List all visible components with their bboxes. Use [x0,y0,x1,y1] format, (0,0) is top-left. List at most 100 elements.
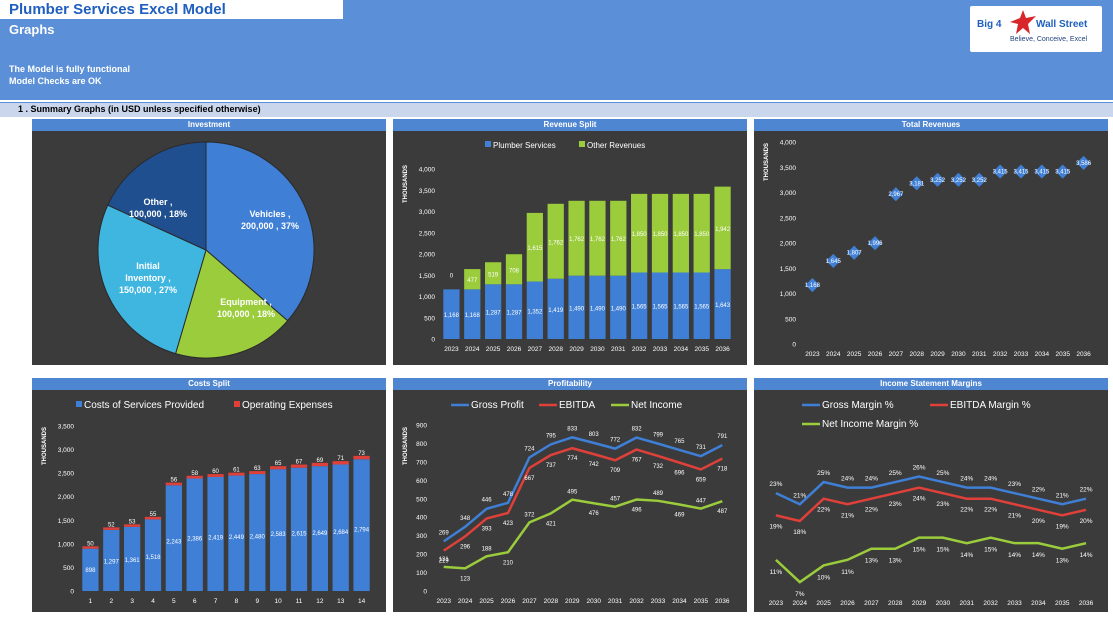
bar-operating-expenses [311,462,328,467]
x-tick-label: 2033 [651,598,666,605]
x-tick-label: 2031 [611,346,626,353]
bar-other-revenues [672,193,689,273]
bar-data-label: 1,762 [569,237,585,243]
x-tick-label: 2028 [909,351,924,358]
bar-plumber-services [526,281,543,339]
x-tick-label: 2036 [715,598,730,605]
x-tick-label: 2 [109,598,113,605]
y-tick-label: 400 [416,515,427,522]
company-logo: Big 4 Wall Street Believe, Conceive, Exc… [970,6,1102,52]
x-tick-label: 2033 [1014,351,1029,358]
pie-slice-label: Inventory , [125,273,171,283]
y-tick-label: 1,500 [780,266,797,273]
line-data-label: 737 [546,463,557,469]
section-title: 1 . Summary Graphs (in USD unless specif… [18,104,261,114]
y-tick-label: 4,000 [780,140,797,147]
line-data-label: 23% [769,481,782,488]
scatter-point [826,253,841,268]
x-tick-label: 1 [89,598,93,605]
bar-plumber-services [672,272,689,339]
bar-plumber-services [443,289,460,339]
chart-title: Costs Split [32,378,386,390]
series-line [443,498,723,570]
point-data-label: 1,996 [867,241,883,247]
line-data-label: 11% [841,569,854,576]
y-tick-label: 800 [416,441,427,448]
profitability-chart-panel: Profitability Gross Profit EBITDA Net Inco… [393,378,747,612]
y-tick-label: 0 [423,589,427,596]
x-tick-label: 2035 [694,598,709,605]
point-data-label: 3,415 [993,170,1009,176]
x-tick-label: 2028 [548,346,563,353]
bar-data-label: 2,243 [166,539,182,545]
x-tick-label: 2035 [1055,351,1070,358]
bar-data-label: 2,794 [354,528,370,534]
bar-data-label: 1,762 [590,237,606,243]
line-data-label: 799 [653,433,664,439]
point-data-label: 3,415 [1034,170,1050,176]
y-tick-label: 1,000 [419,294,436,301]
x-tick-label: 2031 [608,598,623,605]
bar-data-label: 898 [85,568,96,574]
x-tick-label: 2028 [544,598,559,605]
series-line [443,436,723,543]
line-data-label: 765 [674,439,685,445]
bar-data-label: 2,386 [187,536,203,542]
x-tick-label: 2024 [793,600,808,607]
line-data-label: 15% [913,547,926,554]
bar-operating-expenses [207,474,224,477]
model-checks-text: Model Checks are OK [9,76,102,86]
bar-operating-expenses [270,466,287,470]
investment-pie-chart: Vehicles , 200,000 , 37% Equipment , 100,00… [97,141,315,359]
x-tick-label: 2030 [951,351,966,358]
line-data-label: 14% [1080,552,1093,559]
y-tick-label: 0 [431,337,435,344]
x-tick-label: 2033 [1007,600,1022,607]
line-data-label: 14% [1032,552,1045,559]
line-data-label: 421 [546,521,557,527]
x-tick-label: 2034 [674,346,689,353]
pie-slice-label: 150,000 , 27% [119,285,177,295]
series-line [775,486,1087,523]
line-data-label: 7% [795,591,805,598]
x-tick-label: 13 [337,598,345,605]
legend-label: Plumber Services [493,141,556,150]
x-tick-label: 2024 [826,351,841,358]
chart-title: Investment [32,119,386,131]
y-tick-label: 1,000 [780,291,797,298]
series-line [443,446,723,552]
pie-slice [174,249,289,359]
x-tick-label: 2035 [694,346,709,353]
bar-data-label: 1,615 [527,246,543,252]
line-data-label: 15% [936,547,949,554]
line-data-label: 23% [1008,481,1021,488]
pie-slice-label: Initial [136,261,160,271]
x-tick-label: 2025 [847,351,862,358]
bar-other-revenues [589,200,606,276]
bar-data-label: 2,419 [208,536,224,542]
bar-costs-of-services [332,464,349,591]
line-data-label: 11% [770,569,783,576]
legend-label: Gross Profit [471,400,524,411]
x-tick-label: 2033 [653,346,668,353]
line-data-label: 372 [524,512,535,518]
line-data-label: 10% [817,574,830,581]
legend-swatch [76,401,82,407]
bar-data-label: 1,490 [590,306,606,312]
line-data-label: 22% [960,507,973,514]
line-data-label: 24% [984,476,997,483]
bar-other-revenues [631,193,648,273]
bar-costs-of-services [103,529,120,591]
bar-data-label: 2,615 [291,532,307,538]
bar-data-label: 67 [296,460,303,466]
x-tick-label: 14 [358,598,366,605]
line-data-label: 13% [865,558,878,565]
bar-data-label: 2,480 [250,534,266,540]
total-revenues-scatter-chart: THOUSANDS 0 500 1,000 1,500 2,000 2,500 3,000 3,… [764,140,1092,359]
x-tick-label: 2030 [586,598,601,605]
y-tick-label: 500 [63,565,74,572]
bar-data-label: 52 [108,522,115,528]
line-data-label: 833 [567,426,578,432]
header-banner: Plumber Services Excel Model Graphs The … [0,0,1113,100]
line-data-label: 296 [460,544,471,550]
